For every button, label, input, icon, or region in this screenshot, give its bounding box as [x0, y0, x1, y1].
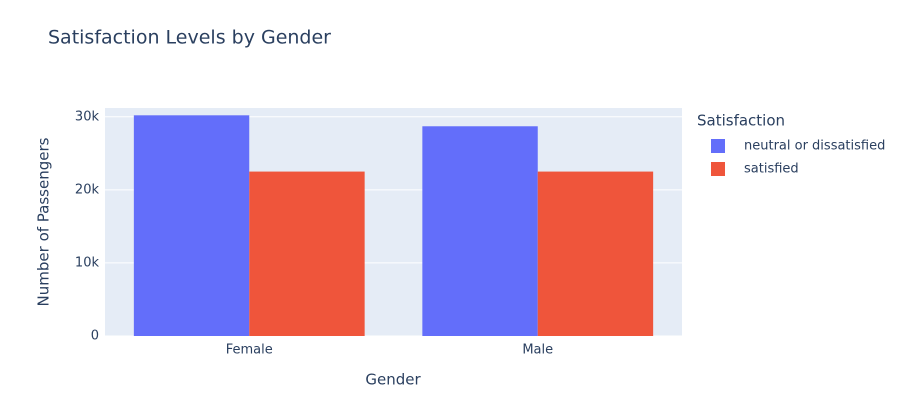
y-tick-label: 30k	[75, 109, 100, 124]
y-tick-label: 10k	[75, 255, 100, 270]
legend-title: Satisfaction	[697, 112, 785, 130]
bar	[422, 126, 538, 337]
bar	[249, 171, 365, 336]
y-axis-label: Number of Passengers	[35, 137, 53, 306]
x-tick-label: Male	[522, 343, 553, 358]
legend-swatch	[711, 139, 725, 153]
chart-title: Satisfaction Levels by Gender	[48, 27, 331, 49]
y-tick-label: 0	[91, 329, 99, 344]
legend-swatch	[711, 162, 725, 176]
y-tick-label: 20k	[75, 182, 100, 197]
bar	[537, 171, 654, 336]
x-axis-label: Gender	[365, 371, 421, 389]
bar	[133, 115, 250, 336]
x-tick-label: Female	[226, 343, 273, 358]
legend-label: satisfied	[744, 162, 799, 177]
legend-label: neutral or dissatisfied	[744, 139, 885, 154]
